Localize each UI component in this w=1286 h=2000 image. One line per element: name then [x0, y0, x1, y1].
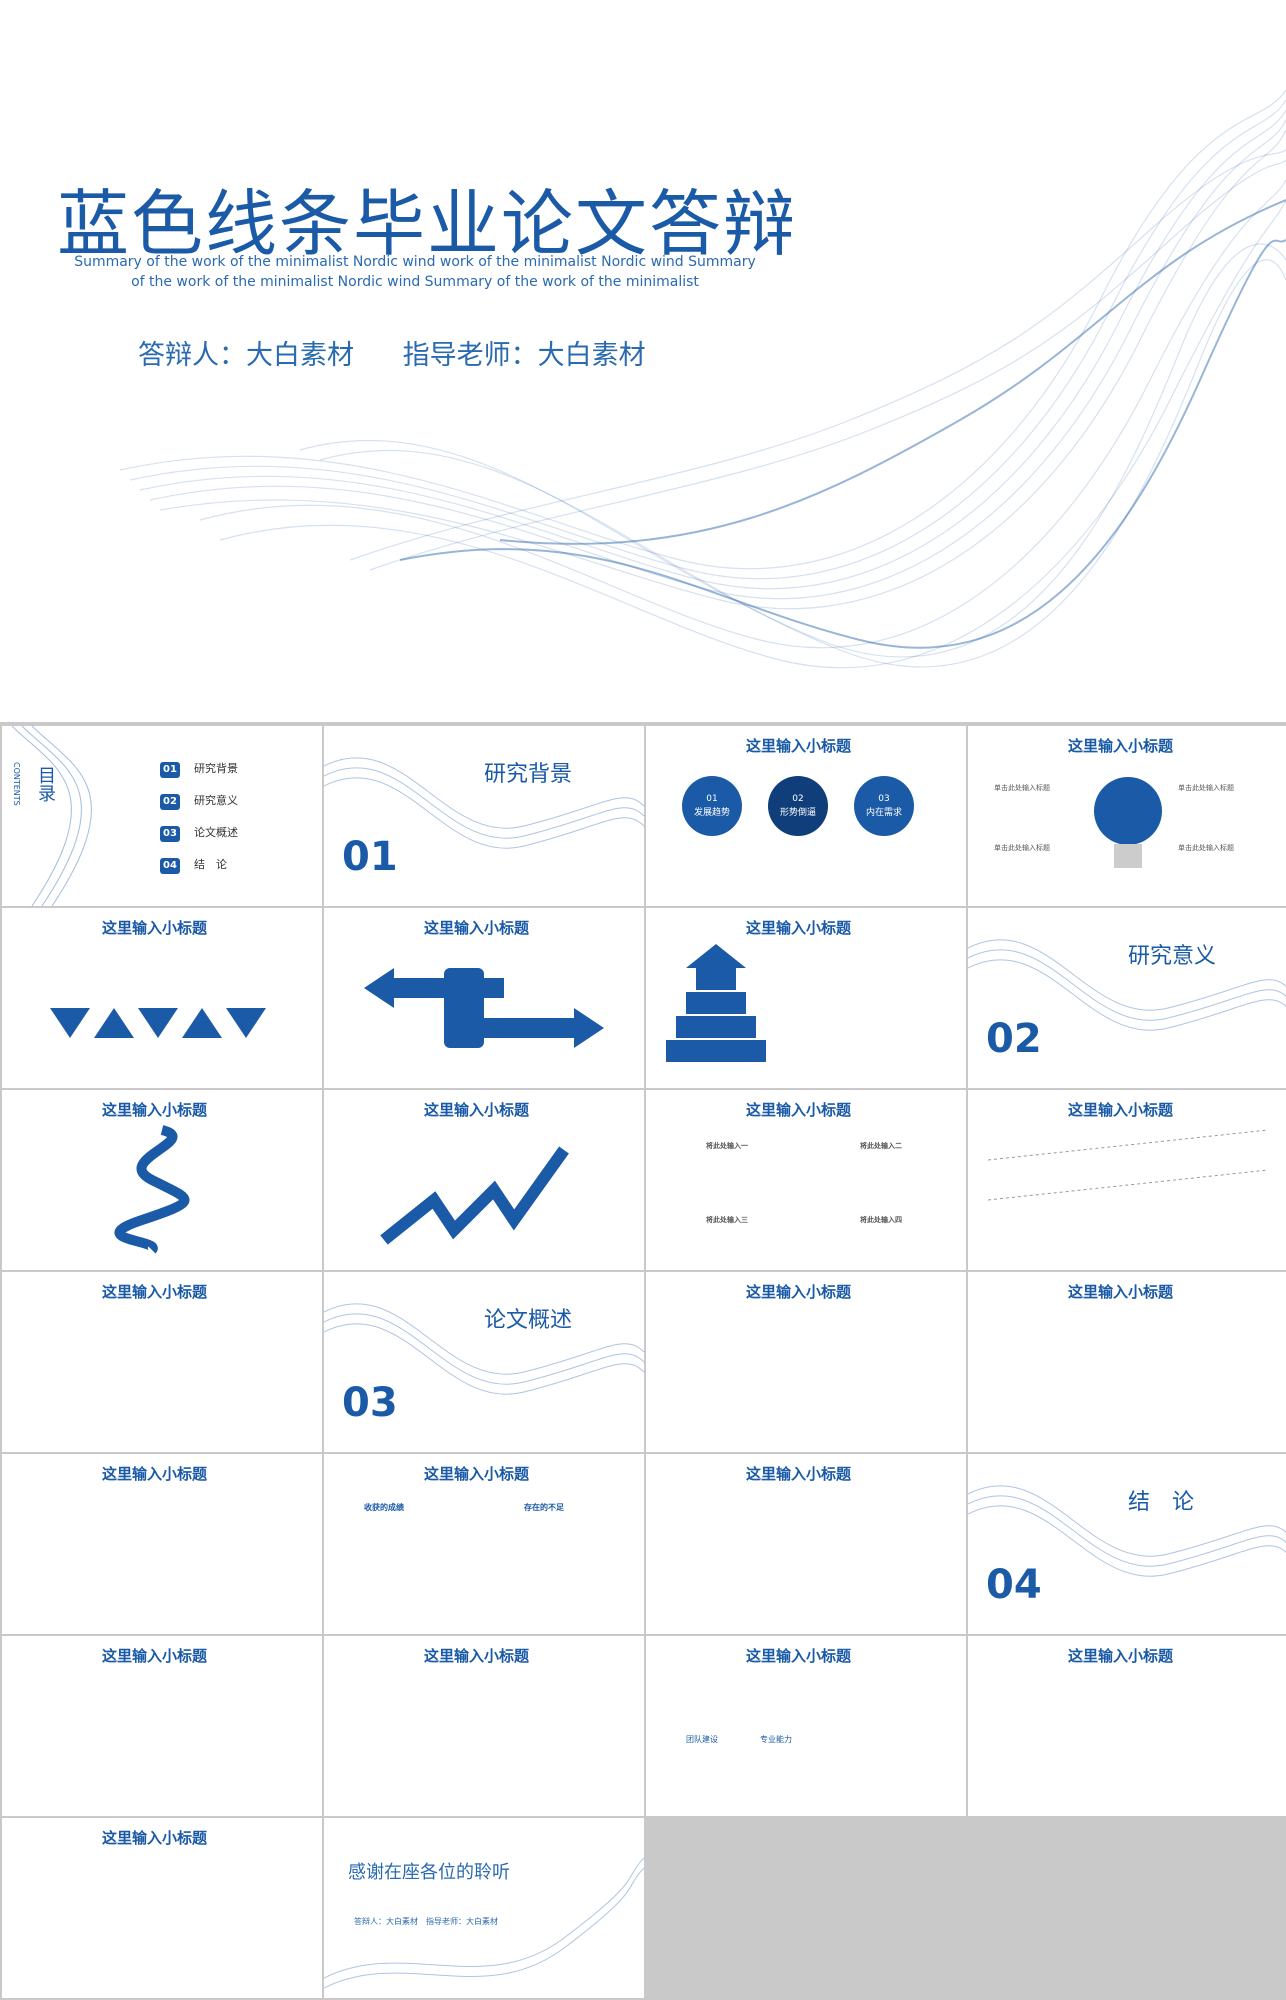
- cover-advisor: 指导老师：大白素材: [402, 340, 646, 371]
- slide-wave-graphic: [11, 726, 92, 906]
- slide-title: 这里输入小标题: [1068, 1647, 1174, 1665]
- timeline-graphic: [987, 1129, 1269, 1201]
- slide-title: 这里输入小标题: [746, 1283, 852, 1301]
- circle-item: 01 发展趋势: [682, 776, 742, 836]
- summary-right-label: 存在的不足: [524, 1503, 564, 1512]
- slide-title: 这里输入小标题: [102, 1829, 208, 1847]
- slide-thanks[interactable]: 感谢在座各位的聆听 答辩人：大白素材 指导老师：大白素材: [324, 1818, 644, 1998]
- slide-rising-arrow[interactable]: 这里输入小标题: [324, 1090, 644, 1270]
- slide-title: 这里输入小标题: [746, 1647, 852, 1665]
- slide-title: 这里输入小标题: [1068, 1283, 1174, 1301]
- item-label: 单击此处输入标题: [1178, 844, 1234, 852]
- rising-arrow-graphic: [380, 1146, 569, 1245]
- section-number: 03: [342, 1380, 398, 1426]
- slide-timeline[interactable]: 这里输入小标题: [968, 1090, 1286, 1270]
- slide-wave-steps[interactable]: 这里输入小标题: [968, 1272, 1286, 1452]
- slide-title: 这里输入小标题: [1068, 737, 1174, 755]
- toc-item[interactable]: 02 研究意义: [160, 792, 238, 810]
- circle-item: 02 形势倒逼: [768, 776, 828, 836]
- item-label: 单击此处输入标题: [994, 784, 1050, 792]
- slide-title: 这里输入小标题: [424, 1101, 530, 1119]
- slide-cycle[interactable]: 这里输入小标题: [2, 1818, 322, 1998]
- bulb-icon: [1094, 777, 1162, 868]
- slide-wave-graphic: [968, 1485, 1286, 1577]
- slide-section-01[interactable]: 研究背景 01: [324, 726, 644, 906]
- slide-title: 这里输入小标题: [424, 919, 530, 937]
- toc-item[interactable]: 03 论文概述: [160, 824, 238, 842]
- cover-names: 答辩人：大白素材 指导老师：大白素材: [138, 333, 686, 372]
- slide-wave-graphic: [968, 939, 1286, 1031]
- slide-summary-boxes[interactable]: 这里输入小标题 收获的成绩 存在的不足: [324, 1454, 644, 1634]
- slide-wave-graphic: [324, 757, 644, 849]
- item-label: 将此处输入一: [706, 1142, 748, 1150]
- pyramid-graphic: [666, 944, 766, 1062]
- circle-item: 03 内在需求: [854, 776, 914, 836]
- slide-title: 这里输入小标题: [102, 1283, 208, 1301]
- section-number: 01: [342, 834, 398, 880]
- item-label: 将此处输入四: [860, 1216, 902, 1224]
- slide-title: 这里输入小标题: [746, 1465, 852, 1483]
- slide-branch-arrows[interactable]: 这里输入小标题: [2, 1272, 322, 1452]
- section-title: 论文概述: [484, 1308, 573, 1333]
- slide-section-02[interactable]: 研究意义 02: [968, 908, 1286, 1088]
- section-title: 研究背景: [484, 762, 573, 787]
- triangle-steps-graphic: [50, 1008, 266, 1038]
- slide-arrows[interactable]: 这里输入小标题: [324, 908, 644, 1088]
- slide-wave-graphic: [324, 1303, 644, 1395]
- slide-title: 这里输入小标题: [102, 1465, 208, 1483]
- cover-wave-graphic: [119, 89, 1286, 669]
- slide-four-quadrants[interactable]: 这里输入小标题 将此处输入一 将此处输入二 将此处输入三 将此处输入四: [646, 1090, 966, 1270]
- toc-item[interactable]: 01 研究背景: [160, 760, 238, 778]
- slide-title: 这里输入小标题: [102, 1101, 208, 1119]
- gear-right-label: 专业能力: [760, 1735, 792, 1744]
- slide-trend-circles[interactable]: 这里输入小标题 01 发展趋势 02 形势倒逼 03 内在需求: [646, 726, 966, 906]
- slide-triangles[interactable]: 这里输入小标题: [2, 908, 322, 1088]
- gear-left-label: 团队建设: [686, 1735, 718, 1744]
- slide-zigzag[interactable]: 这里输入小标题: [2, 1090, 322, 1270]
- slide-wave-graphic: [324, 1857, 644, 1989]
- slide-title: 这里输入小标题: [424, 1465, 530, 1483]
- arrows-graphic: [364, 968, 604, 1048]
- slide-photo-cards[interactable]: 这里输入小标题: [646, 1272, 966, 1452]
- item-label: 单击此处输入标题: [1178, 784, 1234, 792]
- cover-slide: 蓝色线条毕业论文答辩 Summary of the work of the mi…: [0, 0, 1286, 722]
- summary-left-label: 收获的成绩: [364, 1503, 404, 1512]
- slide-references[interactable]: 这里输入小标题: [968, 1636, 1286, 1816]
- slide-title: 这里输入小标题: [746, 1101, 852, 1119]
- section-number: 02: [986, 1016, 1042, 1062]
- cover-subtitle: Summary of the work of the minimalist No…: [74, 254, 756, 290]
- slide-hexagons[interactable]: 这里输入小标题: [646, 1454, 966, 1634]
- toc-title-en: CONTENTS: [12, 762, 21, 806]
- slide-title: 这里输入小标题: [102, 1647, 208, 1665]
- slide-title: 这里输入小标题: [1068, 1101, 1174, 1119]
- cover-title: 蓝色线条毕业论文答辩: [57, 182, 798, 266]
- slide-photo-text[interactable]: 这里输入小标题: [2, 1454, 322, 1634]
- slide-gears[interactable]: 这里输入小标题 团队建设 专业能力: [646, 1636, 966, 1816]
- section-title: 研究意义: [1128, 944, 1217, 969]
- section-number: 04: [986, 1562, 1042, 1608]
- slide-toc[interactable]: 目录 CONTENTS 01 研究背景 02 研究意义 03 论文概述 04 结 论: [2, 726, 322, 906]
- slide-title: 这里输入小标题: [102, 919, 208, 937]
- slide-section-04[interactable]: 结 论 04: [968, 1454, 1286, 1634]
- slide-bulb-puzzle[interactable]: 这里输入小标题 单击此处输入标题 单击此处输入标题 单击此处输入标题 单击此处输…: [968, 726, 1286, 906]
- slide-title: 这里输入小标题: [746, 919, 852, 937]
- slide-section-03[interactable]: 论文概述 03: [324, 1272, 644, 1452]
- cover-presenter: 答辩人：大白素材: [138, 340, 354, 371]
- slide-title: 这里输入小标题: [424, 1647, 530, 1665]
- toc-item[interactable]: 04 结 论: [160, 856, 227, 874]
- slide-title: 这里输入小标题: [746, 737, 852, 755]
- section-title: 结 论: [1128, 1490, 1195, 1515]
- thanks-names: 答辩人：大白素材 指导老师：大白素材: [354, 1917, 498, 1926]
- toc-title: 目录: [35, 766, 56, 802]
- item-label: 将此处输入三: [706, 1216, 748, 1224]
- slide-hex-list[interactable]: 这里输入小标题: [324, 1636, 644, 1816]
- item-label: 单击此处输入标题: [994, 844, 1050, 852]
- slide-fork-arrows[interactable]: 这里输入小标题: [2, 1636, 322, 1816]
- item-label: 将此处输入二: [860, 1142, 902, 1150]
- slide-pyramid[interactable]: 这里输入小标题: [646, 908, 966, 1088]
- thanks-title: 感谢在座各位的聆听: [348, 1862, 510, 1883]
- zigzag-graphic: [114, 1125, 190, 1254]
